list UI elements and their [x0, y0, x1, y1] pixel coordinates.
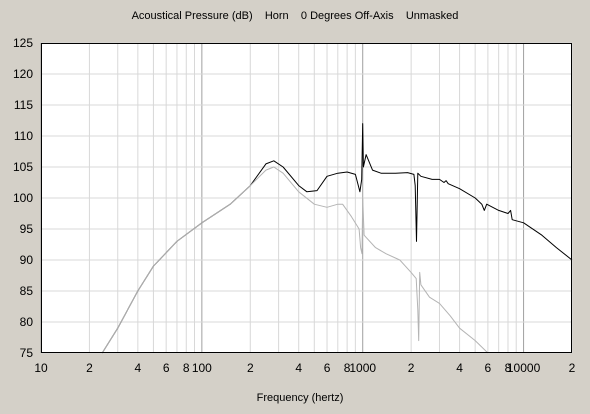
x-tick-label: 8: [344, 361, 351, 375]
plot-border: [41, 43, 572, 353]
x-tick-label: 4: [135, 361, 142, 375]
x-tick-label: 10000: [507, 361, 541, 375]
x-axis-label: Frequency (hertz): [256, 392, 344, 404]
x-tick-label: 2: [247, 361, 254, 375]
y-tick-label: 75: [20, 346, 34, 360]
x-tick-label: 4: [456, 361, 463, 375]
x-tick-label: 6: [485, 361, 492, 375]
x-tick-label: 2: [86, 361, 93, 375]
x-tick-label: 6: [163, 361, 170, 375]
y-tick-label: 105: [13, 160, 33, 174]
x-tick-label: 2: [569, 361, 576, 375]
y-tick-label: 95: [20, 222, 34, 236]
y-tick-label: 80: [20, 315, 34, 329]
chart-title: Acoustical Pressure (dB) Horn 0 Degrees …: [131, 10, 459, 22]
y-tick-label: 110: [14, 129, 33, 143]
x-tick-label: 1000: [349, 361, 376, 375]
y-tick-label: 100: [13, 191, 33, 205]
x-tick-label: 8: [505, 361, 512, 375]
x-tick-label: 6: [324, 361, 331, 375]
series-line-dark: [101, 123, 573, 354]
x-tick-label: 100: [192, 361, 212, 375]
y-tick-label: 90: [20, 253, 34, 267]
x-tick-label: 4: [295, 361, 302, 375]
y-tick-label: 85: [20, 284, 34, 298]
x-tick-label: 8: [183, 361, 190, 375]
y-tick-label: 115: [14, 98, 33, 112]
y-tick-label: 120: [13, 67, 33, 81]
x-tick-label: 10: [34, 361, 48, 375]
x-tick-label: 2: [408, 361, 415, 375]
y-tick-label: 125: [13, 36, 33, 50]
series-line-light: [101, 166, 489, 354]
